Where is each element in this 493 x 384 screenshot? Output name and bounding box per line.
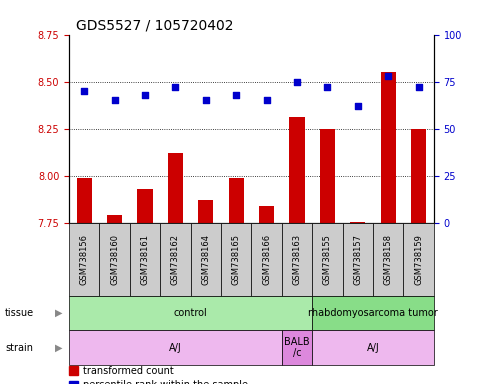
Bar	[320, 129, 335, 223]
Point	[172, 84, 179, 90]
Text: GSM738166: GSM738166	[262, 233, 271, 285]
Text: GSM738155: GSM738155	[323, 234, 332, 285]
Text: rhabdomyosarcoma tumor: rhabdomyosarcoma tumor	[308, 308, 438, 318]
Text: ▶: ▶	[55, 308, 63, 318]
Bar	[76, 177, 92, 223]
Bar	[107, 215, 122, 223]
Text: A/J: A/J	[367, 343, 380, 353]
Text: GSM738158: GSM738158	[384, 234, 393, 285]
Bar	[168, 153, 183, 223]
Bar	[259, 206, 274, 223]
Point	[354, 103, 362, 109]
Bar	[381, 72, 396, 223]
Text: strain: strain	[5, 343, 33, 353]
Text: GSM738159: GSM738159	[414, 234, 423, 285]
Text: GSM738163: GSM738163	[292, 233, 302, 285]
Point	[232, 92, 240, 98]
Text: percentile rank within the sample: percentile rank within the sample	[83, 380, 248, 384]
Point	[110, 98, 119, 104]
Point	[80, 88, 88, 94]
Text: GSM738164: GSM738164	[201, 234, 211, 285]
Text: GSM738157: GSM738157	[353, 234, 362, 285]
Bar	[229, 177, 244, 223]
Bar	[198, 200, 213, 223]
Point	[202, 98, 210, 104]
Point	[415, 84, 423, 90]
Bar	[289, 118, 305, 223]
Point	[141, 92, 149, 98]
Text: transformed count: transformed count	[83, 366, 174, 376]
Text: A/J: A/J	[169, 343, 182, 353]
Bar	[411, 129, 426, 223]
Text: GSM738165: GSM738165	[232, 234, 241, 285]
Text: control: control	[174, 308, 208, 318]
Bar	[138, 189, 153, 223]
Text: GSM738156: GSM738156	[80, 234, 89, 285]
Text: tissue: tissue	[5, 308, 34, 318]
Point	[384, 73, 392, 79]
Text: GSM738160: GSM738160	[110, 234, 119, 285]
Point	[263, 98, 271, 104]
Text: GSM738162: GSM738162	[171, 234, 180, 285]
Bar	[350, 222, 365, 223]
Text: GDS5527 / 105720402: GDS5527 / 105720402	[76, 18, 234, 32]
Point	[293, 79, 301, 85]
Point	[323, 84, 331, 90]
Text: GSM738161: GSM738161	[141, 234, 149, 285]
Text: ▶: ▶	[55, 343, 63, 353]
Text: BALB
/c: BALB /c	[284, 337, 310, 358]
